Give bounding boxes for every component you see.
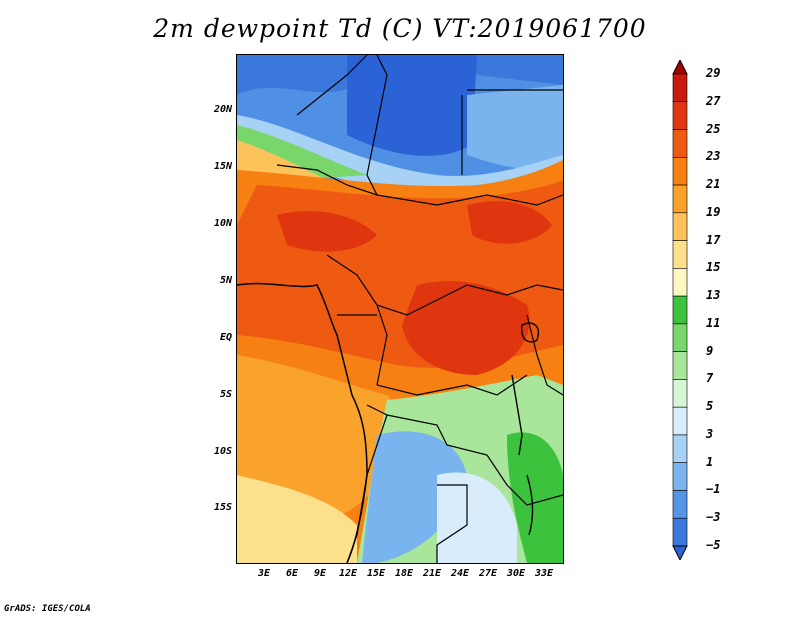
colorbar-label: 13: [706, 288, 721, 303]
lon-label-12e: 12E: [338, 568, 358, 579]
lon-label-33e: 33E: [534, 568, 554, 579]
lat-label-10s: 10S: [213, 446, 232, 457]
lon-label-18e: 18E: [394, 568, 414, 579]
colorbar-bin: [672, 295, 688, 325]
colorbar-label: 15: [706, 260, 721, 275]
colorbar-bin: [672, 101, 688, 130]
lon-label-9e: 9E: [313, 568, 327, 579]
lat-label-5n: 5N: [219, 275, 232, 286]
colorbar-label: 21: [706, 177, 721, 192]
lon-label-6e: 6E: [285, 568, 299, 579]
lon-label-3e: 3E: [257, 568, 271, 579]
colorbar-label: −5: [706, 538, 721, 552]
lat-label-15n: 15N: [213, 161, 232, 172]
coastline: [237, 282, 368, 563]
colorbar-bin: [672, 406, 688, 436]
great-lakes: [511, 322, 539, 536]
angola-dry-blue: [362, 431, 467, 563]
zambia-pale: [437, 472, 517, 563]
grads-credit: GrADS: IGES/COLA: [4, 604, 91, 614]
colorbar-label: 29: [706, 66, 721, 80]
colorbar-label: 1: [706, 454, 714, 469]
colorbar-bin: [672, 129, 688, 158]
colorbar-label: 19: [706, 204, 721, 219]
colorbar-bin: [672, 517, 688, 547]
eastern-sahara: [467, 85, 563, 170]
colorbar-bin: [672, 212, 688, 241]
nigeria-cameroon-max: [277, 211, 377, 252]
congo-basin-max: [402, 281, 530, 375]
colorbar-bin: [672, 323, 688, 352]
lat-label-20n: 20N: [213, 104, 232, 115]
colorbar-label: 5: [706, 399, 714, 414]
lon-label-21e: 21E: [422, 568, 442, 579]
colorbar-label: −3: [706, 510, 721, 525]
colorbar-label: 3: [706, 426, 714, 441]
lon-label-27e: 27E: [478, 568, 498, 579]
dewpoint-field: [237, 55, 563, 563]
colorbar-bin: [672, 156, 688, 186]
colorbar-label: 17: [706, 232, 721, 247]
southwest-low-warm: [237, 475, 357, 563]
lon-label-30e: 30E: [506, 568, 526, 579]
colorbar-bin: [672, 73, 688, 103]
colorbar-bin: [672, 268, 688, 297]
colorbar-label: 27: [706, 93, 721, 108]
lon-label-15e: 15E: [366, 568, 386, 579]
colorbar-bin: [672, 184, 688, 214]
map-title: 2m dewpoint Td (C) VT:2019061700: [153, 14, 647, 43]
colorbar-label: 7: [706, 371, 714, 386]
colorbar-label: 25: [706, 121, 721, 136]
sudan-max: [467, 201, 552, 244]
colorbar-bottom-triangle: [672, 545, 688, 560]
colorbar-bin: [672, 240, 688, 269]
colorbar-top-triangle: [672, 60, 688, 75]
lat-label-eq: EQ: [219, 332, 232, 343]
colorbar: [672, 60, 688, 560]
colorbar-label: 23: [706, 149, 721, 164]
colorbar-label: −1: [706, 482, 721, 497]
lat-label-5s: 5S: [219, 389, 232, 400]
map-panel: [236, 54, 564, 564]
lat-label-10n: 10N: [213, 218, 232, 229]
east-african-green: [507, 432, 563, 563]
colorbar-bin: [672, 434, 688, 464]
colorbar-label: 9: [706, 343, 714, 358]
colorbar-label: 11: [706, 315, 721, 330]
colorbar-bin: [672, 462, 688, 491]
lat-label-15s: 15S: [213, 502, 232, 513]
colorbar-bin: [672, 490, 688, 519]
colorbar-bin: [672, 379, 688, 408]
lon-label-24e: 24E: [450, 568, 470, 579]
colorbar-bin: [672, 351, 688, 380]
saharan-minimum: [347, 55, 477, 156]
